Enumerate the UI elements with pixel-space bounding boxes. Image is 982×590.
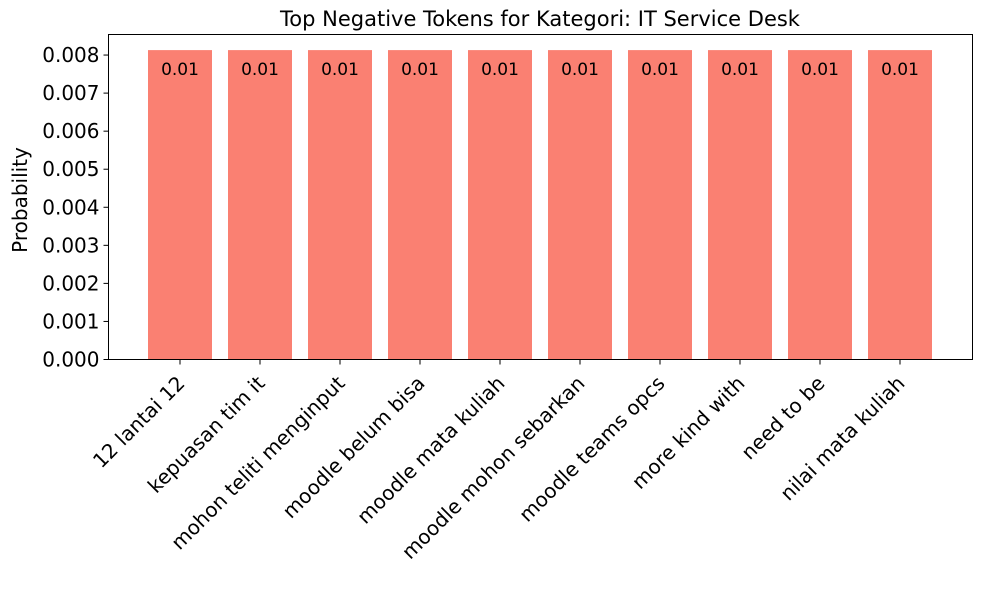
y-axis-label: Probability [8, 147, 32, 253]
y-tick-label: 0.001 [42, 309, 99, 333]
bar-value-label: 0.01 [241, 60, 279, 80]
bar-value-label: 0.01 [881, 60, 919, 80]
chart-title: Top Negative Tokens for Kategori: IT Ser… [279, 7, 801, 31]
y-tick-label: 0.005 [42, 157, 99, 181]
bar-value-label: 0.01 [641, 60, 679, 80]
bar [148, 50, 212, 360]
bar [628, 50, 692, 360]
bar-value-label: 0.01 [401, 60, 439, 80]
y-tick-label: 0.008 [42, 43, 99, 67]
x-tick-label: moodle belum bisa [278, 371, 430, 523]
bar-value-label: 0.01 [161, 60, 199, 80]
bar [868, 50, 932, 360]
bar [788, 50, 852, 360]
y-tick-label: 0.004 [42, 195, 99, 219]
y-tick-label: 0.007 [42, 81, 99, 105]
y-axis-ticks: 0.000 0.001 0.002 0.003 0.004 0.005 0.006 0.007… [42, 43, 109, 372]
bar [548, 50, 612, 360]
y-tick-label: 0.002 [42, 271, 99, 295]
bars-group [148, 50, 932, 360]
bar [388, 50, 452, 360]
bar-value-label: 0.01 [801, 60, 839, 80]
bar-value-label: 0.01 [721, 60, 759, 80]
y-tick-label: 0.006 [42, 119, 99, 143]
bar-value-label: 0.01 [561, 60, 599, 80]
bar [308, 50, 372, 360]
bar-labels-group: 0.01 0.01 0.01 0.01 0.01 0.01 0.01 0.01 0.01 0.01 [161, 60, 919, 80]
plot-frame [108, 34, 973, 360]
y-tick-label: 0.000 [42, 348, 99, 372]
x-tick-label: moodle teams opcs [514, 371, 669, 526]
bar-value-label: 0.01 [321, 60, 359, 80]
bar [708, 50, 772, 360]
bar [228, 50, 292, 360]
bar [468, 50, 532, 360]
y-tick-label: 0.003 [42, 233, 99, 257]
x-tick-label: moodle mata kuliah [352, 371, 510, 529]
bar-value-label: 0.01 [481, 60, 519, 80]
